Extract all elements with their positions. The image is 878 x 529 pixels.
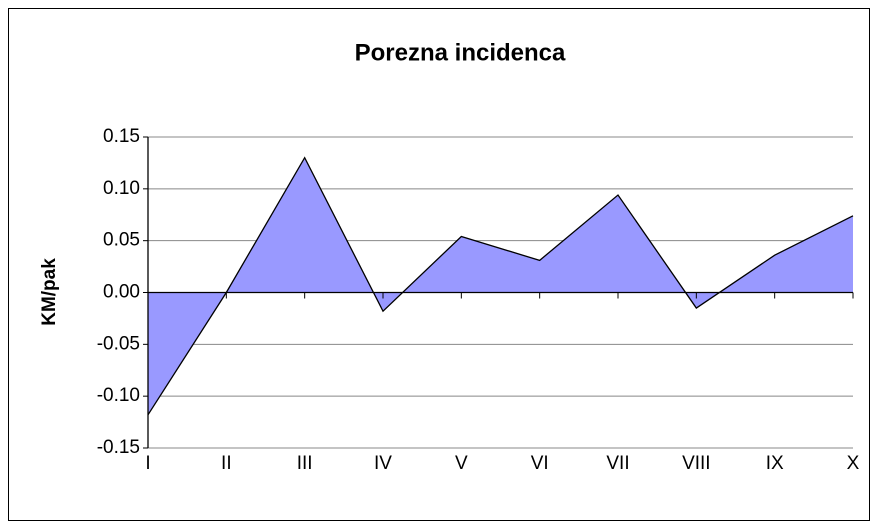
y-tick-label: 0.10 bbox=[103, 178, 140, 199]
x-tick-label: IV bbox=[374, 453, 392, 474]
x-tick-label: I bbox=[145, 453, 150, 474]
x-tick-label: VII bbox=[606, 453, 629, 474]
x-tick-label: V bbox=[455, 453, 468, 474]
x-tick-label: IX bbox=[766, 453, 784, 474]
y-tick-label: -0.05 bbox=[97, 333, 140, 354]
area bbox=[148, 157, 853, 415]
y-tick-label: -0.15 bbox=[97, 437, 140, 458]
chart-title: Porezna incidenca bbox=[355, 39, 566, 66]
y-tick-label: 0.00 bbox=[103, 282, 140, 303]
y-tick-label: -0.10 bbox=[97, 385, 140, 406]
x-tick-label: III bbox=[297, 453, 313, 474]
x-tick-label: VI bbox=[531, 453, 549, 474]
x-tick-label: II bbox=[221, 453, 232, 474]
y-tick-label: 0.05 bbox=[103, 230, 140, 251]
x-tick-label: VIII bbox=[682, 453, 711, 474]
x-tick-label: X bbox=[847, 453, 860, 474]
y-tick-label: 0.15 bbox=[103, 126, 140, 147]
area-outline bbox=[147, 156, 854, 416]
y-axis-label: KM/pak bbox=[39, 258, 60, 326]
